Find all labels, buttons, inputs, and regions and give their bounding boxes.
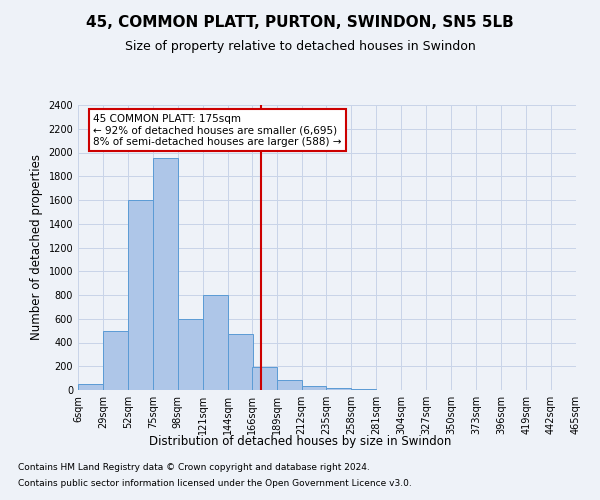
- Bar: [153, 158, 178, 390]
- Bar: [277, 380, 302, 390]
- Text: Distribution of detached houses by size in Swindon: Distribution of detached houses by size …: [149, 435, 451, 448]
- Text: Size of property relative to detached houses in Swindon: Size of property relative to detached ho…: [125, 40, 475, 53]
- Bar: [228, 334, 253, 390]
- Text: 45, COMMON PLATT, PURTON, SWINDON, SN5 5LB: 45, COMMON PLATT, PURTON, SWINDON, SN5 5…: [86, 15, 514, 30]
- Y-axis label: Number of detached properties: Number of detached properties: [30, 154, 43, 340]
- Bar: [203, 295, 228, 390]
- Bar: [302, 386, 326, 390]
- Text: 45 COMMON PLATT: 175sqm
← 92% of detached houses are smaller (6,695)
8% of semi-: 45 COMMON PLATT: 175sqm ← 92% of detache…: [93, 114, 341, 147]
- Text: Contains public sector information licensed under the Open Government Licence v3: Contains public sector information licen…: [18, 478, 412, 488]
- Bar: [103, 330, 128, 390]
- Bar: [326, 388, 352, 390]
- Bar: [128, 200, 153, 390]
- Bar: [78, 384, 103, 390]
- Bar: [251, 367, 277, 390]
- Bar: [178, 319, 203, 390]
- Text: Contains HM Land Registry data © Crown copyright and database right 2024.: Contains HM Land Registry data © Crown c…: [18, 464, 370, 472]
